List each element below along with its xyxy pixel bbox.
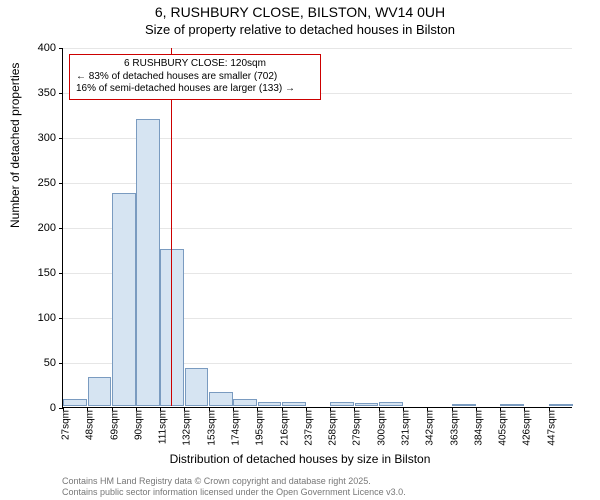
xtick-label: 363sqm [449,410,460,446]
histogram-bar [379,402,403,406]
annotation-line-3: 16% of semi-detached houses are larger (… [76,83,314,96]
histogram-bar [209,392,233,406]
annotation-line-1: 6 RUSHBURY CLOSE: 120sqm [76,58,314,71]
ytick-mark [59,183,63,184]
ytick-label: 200 [26,222,56,234]
ytick-label: 250 [26,177,56,189]
y-axis-label: Number of detached properties [8,63,22,228]
histogram-bar [136,119,160,406]
ytick-label: 350 [26,87,56,99]
annotation-box: 6 RUSHBURY CLOSE: 120sqm← 83% of detache… [69,54,321,100]
histogram-bar [355,403,379,406]
xtick-label: 216sqm [279,410,290,446]
xtick-label: 48sqm [85,410,96,440]
xtick-label: 321sqm [401,410,412,446]
xtick-label: 426sqm [522,410,533,446]
histogram-bar [330,402,354,406]
ytick-label: 0 [26,402,56,414]
ytick-mark [59,273,63,274]
chart-title-block: 6, RUSHBURY CLOSE, BILSTON, WV14 0UH Siz… [0,0,600,37]
histogram-bar [185,368,209,406]
xtick-label: 90sqm [133,410,144,440]
xtick-label: 384sqm [473,410,484,446]
histogram-bar [112,193,136,406]
ytick-label: 400 [26,42,56,54]
xtick-label: 237sqm [303,410,314,446]
ytick-mark [59,228,63,229]
footer-attribution: Contains HM Land Registry data © Crown c… [62,476,406,498]
ytick-label: 300 [26,132,56,144]
histogram-bar [282,402,306,406]
x-axis-label: Distribution of detached houses by size … [0,452,600,466]
ytick-label: 50 [26,357,56,369]
histogram-bar [549,404,573,406]
histogram-bar [63,399,87,406]
xtick-label: 447sqm [546,410,557,446]
histogram-bar [500,404,524,406]
chart-area: 27sqm48sqm69sqm90sqm111sqm132sqm153sqm17… [62,48,572,408]
chart-subtitle: Size of property relative to detached ho… [0,22,600,37]
ytick-mark [59,318,63,319]
xtick-label: 195sqm [255,410,266,446]
histogram-bar [160,249,184,406]
ytick-mark [59,138,63,139]
xtick-label: 300sqm [376,410,387,446]
gridline [63,48,572,49]
xtick-label: 405sqm [498,410,509,446]
xtick-label: 153sqm [206,410,217,446]
histogram-bar [452,404,476,406]
ytick-label: 150 [26,267,56,279]
plot-region: 27sqm48sqm69sqm90sqm111sqm132sqm153sqm17… [62,48,572,408]
ytick-mark [59,48,63,49]
xtick-label: 258sqm [328,410,339,446]
footer-line-1: Contains HM Land Registry data © Crown c… [62,476,406,487]
histogram-bar [233,399,257,406]
xtick-label: 132sqm [182,410,193,446]
ytick-label: 100 [26,312,56,324]
xtick-label: 342sqm [425,410,436,446]
xtick-label: 111sqm [158,410,169,444]
footer-line-2: Contains public sector information licen… [62,487,406,498]
chart-title: 6, RUSHBURY CLOSE, BILSTON, WV14 0UH [0,4,600,20]
marker-line [171,48,172,406]
xtick-label: 279sqm [352,410,363,446]
xtick-label: 174sqm [231,410,242,446]
histogram-bar [258,402,282,406]
annotation-line-2: ← 83% of detached houses are smaller (70… [76,71,314,84]
xtick-label: 27sqm [61,410,72,440]
xtick-label: 69sqm [109,410,120,440]
ytick-mark [59,93,63,94]
histogram-bar [88,377,112,406]
ytick-mark [59,363,63,364]
